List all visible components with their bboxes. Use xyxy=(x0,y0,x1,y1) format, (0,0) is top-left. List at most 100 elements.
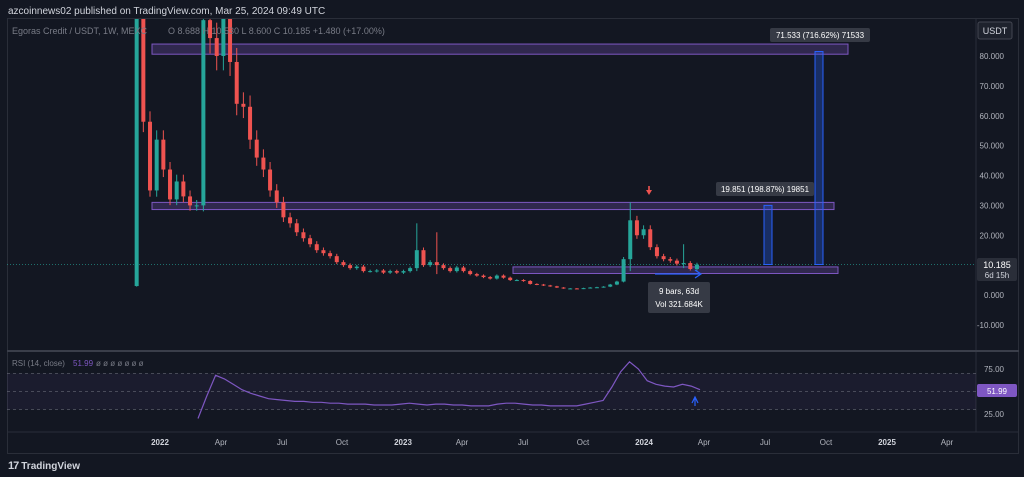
candle-body xyxy=(181,181,186,197)
candle-body xyxy=(601,286,606,288)
candle-body xyxy=(554,286,559,288)
last-price-label: 10.185 xyxy=(983,260,1011,270)
candle-body xyxy=(534,283,539,285)
candle-body xyxy=(254,139,259,158)
candle-body xyxy=(221,19,226,56)
candle-body xyxy=(321,250,326,254)
candle-body xyxy=(214,38,219,56)
footer-brand: TradingView xyxy=(21,460,80,472)
candle-body xyxy=(501,275,506,278)
tradingview-footer[interactable]: 17 TradingView xyxy=(8,458,80,474)
candle-body xyxy=(594,287,599,289)
candle-body xyxy=(354,266,359,269)
measure-tools xyxy=(655,51,824,279)
candle-body xyxy=(448,268,453,272)
candle-body xyxy=(628,220,633,260)
candle-body xyxy=(201,20,206,206)
candle-body xyxy=(694,264,699,270)
top-measure-bg xyxy=(770,28,870,42)
rsi-last-label: 51.99 xyxy=(987,387,1008,396)
time-tick-label: 2024 xyxy=(635,438,653,447)
price-tick-label: 60.000 xyxy=(980,112,1005,121)
mid-measure-label: 19.851 (198.87%) 19851 xyxy=(721,185,810,194)
candle-body xyxy=(368,271,373,273)
down-arrow-marker xyxy=(646,186,652,195)
rsi-placeholders: ø ø ø ø ø ø ø xyxy=(96,359,144,368)
rsi-line xyxy=(197,360,701,419)
candle-body xyxy=(528,280,533,284)
candle-body xyxy=(481,275,486,278)
candle-body xyxy=(468,271,473,275)
price-tick-label: 70.000 xyxy=(980,82,1005,91)
price-tick-label: 40.000 xyxy=(980,172,1005,181)
countdown-label: 6d 15h xyxy=(985,271,1009,280)
candle-body xyxy=(408,268,413,272)
price-zone xyxy=(512,266,839,274)
candle-body xyxy=(574,288,579,290)
candle-body xyxy=(361,266,366,272)
candle-body xyxy=(281,202,286,218)
rsi-tick-label: 75.00 xyxy=(984,365,1005,374)
time-tick-label: Apr xyxy=(698,438,711,447)
candle-body xyxy=(141,19,146,122)
currency-button-bg xyxy=(977,21,1013,40)
ohlc-legend: O 8.688 H 10.530 L 8.600 C 10.185 +1.480… xyxy=(168,26,385,36)
time-tick-label: 2023 xyxy=(394,438,412,447)
price-tick-label: 80.000 xyxy=(980,52,1005,61)
candle-body xyxy=(208,20,213,39)
candle-body xyxy=(274,190,279,203)
candle-body xyxy=(388,271,393,273)
candle-body xyxy=(441,265,446,269)
candle-body xyxy=(654,247,659,257)
candle-body xyxy=(674,260,679,264)
candle-body xyxy=(541,284,546,286)
candle-body xyxy=(608,284,613,287)
candle-body xyxy=(334,256,339,263)
bars-label: 9 bars, 63d xyxy=(659,287,699,296)
candle-body xyxy=(474,274,479,276)
candle-body xyxy=(428,262,433,266)
candle-body xyxy=(394,271,399,273)
top-measure-box xyxy=(814,51,824,266)
rsi-band-fill xyxy=(7,373,976,410)
publish-text: azcoinnews02 published on TradingView.co… xyxy=(8,6,326,17)
candle-body xyxy=(454,267,459,272)
currency-button[interactable]: USDT xyxy=(983,26,1008,36)
candle-body xyxy=(341,262,346,266)
candle-body xyxy=(434,262,439,266)
candle-body xyxy=(188,196,193,206)
candle-body xyxy=(348,265,353,269)
rsi-value: 51.99 xyxy=(73,359,94,368)
price-tick-label: 0.000 xyxy=(984,291,1005,300)
candle-body xyxy=(228,19,233,62)
top-measure-label: 71.533 (716.62%) 71533 xyxy=(776,31,865,40)
price-tick-label: 20.000 xyxy=(980,231,1005,240)
candle-body xyxy=(568,288,573,290)
publish-header: azcoinnews02 published on TradingView.co… xyxy=(0,0,1024,22)
candle-body xyxy=(581,288,586,290)
mid-measure-box xyxy=(763,204,773,266)
bars-info-bg xyxy=(648,282,710,313)
vol-label: Vol 321.684K xyxy=(655,300,703,309)
candle-body xyxy=(494,275,499,279)
rsi-legend: RSI (14, close) xyxy=(12,359,65,368)
candle-body xyxy=(621,259,626,282)
candle-body xyxy=(681,263,686,265)
price-axis: 80.000 70.000 60.000 50.000 40.000 30.000 20.0… xyxy=(977,52,1005,330)
time-tick-label: Jul xyxy=(518,438,528,447)
candle-body xyxy=(174,181,179,200)
candle-body xyxy=(548,285,553,287)
candle-body xyxy=(588,287,593,289)
tradingview-logo-icon: 17 xyxy=(8,460,19,472)
candle-body xyxy=(241,103,246,107)
candle-body xyxy=(508,277,513,281)
candle-body xyxy=(314,244,319,251)
candle-body xyxy=(514,280,519,282)
time-tick-label: Oct xyxy=(820,438,833,447)
candle-body xyxy=(414,250,419,269)
time-tick-label: Jul xyxy=(760,438,770,447)
candle-body xyxy=(168,169,173,200)
candle-body xyxy=(668,259,673,261)
price-tick-label: -10.000 xyxy=(977,321,1005,330)
